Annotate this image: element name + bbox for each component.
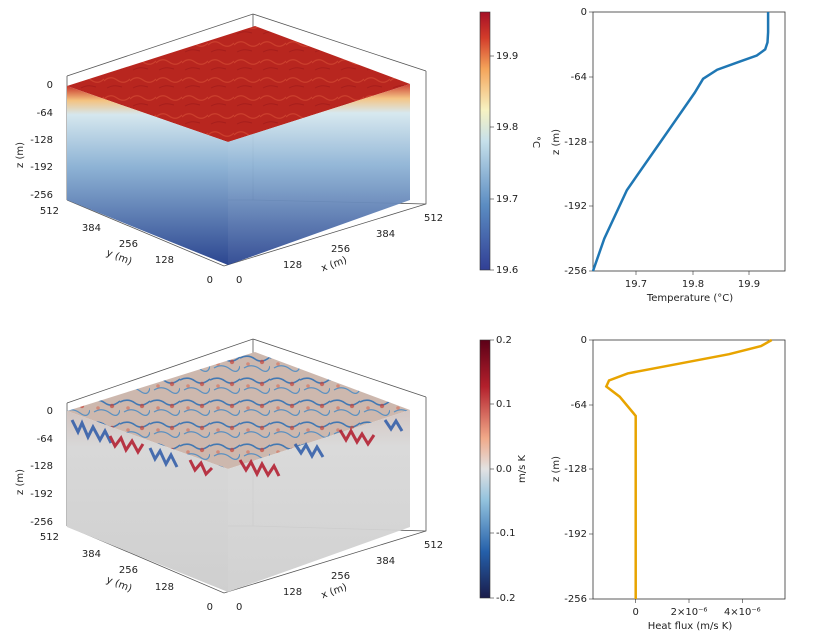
colorbar-gradient: [479, 11, 491, 271]
x-tick-label: 0: [632, 607, 638, 618]
x-axis-label: Temperature (°C): [646, 293, 733, 304]
x-tick: 512: [424, 540, 443, 551]
x-axis-label: x (m): [320, 582, 349, 601]
y-tick-label: -64: [571, 400, 587, 411]
z-tick: -256: [30, 517, 53, 528]
y-tick: 256: [119, 565, 138, 576]
z-axis-ticks: 0 -64 -128 -192 -256: [30, 80, 53, 201]
x-tick: 384: [376, 229, 395, 240]
z-axis-label: z (m): [15, 142, 26, 168]
y-tick: 384: [82, 549, 101, 560]
y-tick-label: -128: [564, 137, 587, 148]
flux-front-right-face: [228, 410, 410, 592]
temperature-cube-panel: 0 -64 -128 -192 -256 z (m) 512 384 256 1…: [15, 13, 443, 286]
x-tick-label: 4×10⁻⁶: [724, 607, 761, 618]
x-axis-ticks: 0 128 256 384 512: [236, 213, 443, 286]
y-tick-label: -64: [571, 72, 587, 83]
y-axis-ticks: 512 384 256 128 0: [40, 532, 213, 613]
x-tick: 384: [376, 556, 395, 567]
temperature-colorbar: 19.9 19.8 19.7 19.6 °C: [479, 11, 541, 276]
y-tick: 0: [207, 602, 213, 613]
z-axis-ticks: 0 -64 -128 -192 -256: [30, 406, 53, 528]
y-axis-ticks: 512 384 256 128 0: [40, 206, 213, 286]
colorbar-tick-label: 0.0: [496, 464, 512, 475]
x-tick: 128: [283, 587, 302, 598]
z-tick: -192: [30, 162, 53, 173]
heat-flux-profile-line: [604, 338, 773, 599]
y-tick-label: -256: [564, 594, 587, 605]
y-tick: 0: [207, 275, 213, 286]
z-tick: -128: [30, 461, 53, 472]
colorbar-tick-label: 19.7: [496, 194, 518, 205]
z-axis-label: z (m): [15, 469, 26, 495]
y-tick-label: -256: [564, 266, 587, 277]
colorbar-tick-label: 19.8: [496, 122, 518, 133]
flux-front-left-face: [67, 411, 228, 592]
colorbar-tick-label: 0.1: [496, 399, 512, 410]
colorbar-tick-label: -0.2: [496, 593, 516, 604]
z-tick: -64: [37, 434, 53, 445]
y-axis-label: y (m): [105, 575, 134, 595]
temperature-front-right-face: [228, 84, 410, 265]
y-ticks: 0 -64 -128 -192 -256: [564, 7, 587, 277]
temperature-top-face: [67, 26, 410, 142]
x-axis-label: x (m): [320, 255, 349, 274]
plot-frame: [592, 339, 786, 600]
colorbar-tick-label: -0.1: [496, 528, 516, 539]
z-tick: -128: [30, 135, 53, 146]
colorbar-label: °C: [530, 136, 541, 148]
flux-cube-panel: 0 -64 -128 -192 -256 z (m) 512 384 256 1…: [15, 338, 443, 613]
colorbar-tick-label: 0.2: [496, 335, 512, 346]
y-tick-label: 0: [581, 335, 587, 346]
z-tick: -192: [30, 489, 53, 500]
y-tick-label: -192: [564, 529, 587, 540]
x-tick: 512: [424, 213, 443, 224]
x-ticks: 0 2×10⁻⁶ 4×10⁻⁶: [632, 599, 761, 618]
y-tick: 512: [40, 206, 59, 217]
flux-profile-panel: 0 -64 -128 -192 -256 0 2×10⁻⁶ 4×10⁻⁶ Heat …: [551, 335, 786, 632]
y-tick-label: 0: [581, 7, 587, 18]
flux-colorbar: 0.2 0.1 0.0 -0.1 -0.2 m/s K: [479, 335, 528, 604]
x-tick-label: 19.7: [625, 279, 647, 290]
x-tick: 0: [236, 275, 242, 286]
colorbar-ticks: [490, 55, 494, 271]
x-axis-label: Heat flux (m/s K): [648, 621, 733, 632]
z-tick: -64: [37, 108, 53, 119]
x-tick: 256: [331, 571, 350, 582]
temperature-front-left-face: [67, 86, 228, 265]
x-tick: 0: [236, 602, 242, 613]
x-tick: 256: [331, 244, 350, 255]
y-axis-label: y (m): [105, 248, 134, 268]
z-tick: 0: [47, 80, 53, 91]
flux-surface-features: [70, 418, 404, 478]
temperature-profile-line: [591, 12, 770, 272]
temperature-profile-panel: 0 -64 -128 -192 -256 19.7 19.8 19.9 Temp…: [551, 7, 786, 304]
x-tick-label: 19.8: [682, 279, 704, 290]
colorbar-label: m/s K: [517, 455, 528, 483]
x-tick-label: 19.9: [738, 279, 760, 290]
y-tick-label: -192: [564, 201, 587, 212]
y-axis-label: z (m): [551, 129, 562, 155]
colorbar-tick-label: 19.6: [496, 265, 518, 276]
y-tick: 128: [155, 255, 174, 266]
y-tick: 384: [82, 223, 101, 234]
colorbar-gradient: [479, 339, 491, 599]
colorbar-tick-label: 19.9: [496, 51, 518, 62]
z-tick: 0: [47, 406, 53, 417]
x-tick: 128: [283, 260, 302, 271]
x-tick-label: 2×10⁻⁶: [671, 607, 708, 618]
y-tick-label: -128: [564, 464, 587, 475]
y-tick: 128: [155, 582, 174, 593]
x-axis-ticks: 0 128 256 384 512: [236, 540, 443, 613]
z-tick: -256: [30, 190, 53, 201]
y-axis-label: z (m): [551, 456, 562, 482]
y-tick: 512: [40, 532, 59, 543]
plot-frame: [592, 11, 786, 272]
x-ticks: 19.7 19.8 19.9: [625, 279, 760, 290]
y-tick: 256: [119, 239, 138, 250]
flux-top-face: [67, 352, 410, 469]
